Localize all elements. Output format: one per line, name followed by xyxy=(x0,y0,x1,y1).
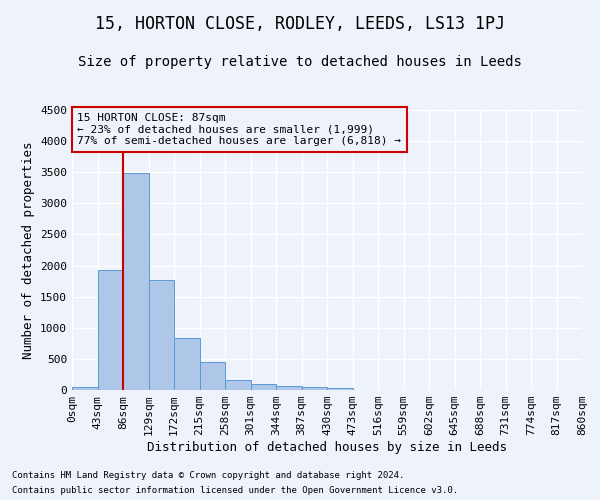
Bar xyxy=(276,386,302,390)
Bar xyxy=(123,173,149,390)
Text: 15 HORTON CLOSE: 87sqm
← 23% of detached houses are smaller (1,999)
77% of semi-: 15 HORTON CLOSE: 87sqm ← 23% of detached… xyxy=(77,113,401,146)
Bar xyxy=(72,387,97,390)
X-axis label: Distribution of detached houses by size in Leeds: Distribution of detached houses by size … xyxy=(147,441,507,454)
Bar xyxy=(174,338,199,390)
Bar xyxy=(327,388,353,390)
Bar xyxy=(302,387,327,390)
Text: Contains public sector information licensed under the Open Government Licence v3: Contains public sector information licen… xyxy=(12,486,458,495)
Bar xyxy=(97,270,123,390)
Bar xyxy=(251,384,276,390)
Text: 15, HORTON CLOSE, RODLEY, LEEDS, LS13 1PJ: 15, HORTON CLOSE, RODLEY, LEEDS, LS13 1P… xyxy=(95,15,505,33)
Text: Contains HM Land Registry data © Crown copyright and database right 2024.: Contains HM Land Registry data © Crown c… xyxy=(12,471,404,480)
Y-axis label: Number of detached properties: Number of detached properties xyxy=(22,141,35,359)
Bar xyxy=(199,362,225,390)
Text: Size of property relative to detached houses in Leeds: Size of property relative to detached ho… xyxy=(78,55,522,69)
Bar xyxy=(225,380,251,390)
Bar xyxy=(149,280,174,390)
